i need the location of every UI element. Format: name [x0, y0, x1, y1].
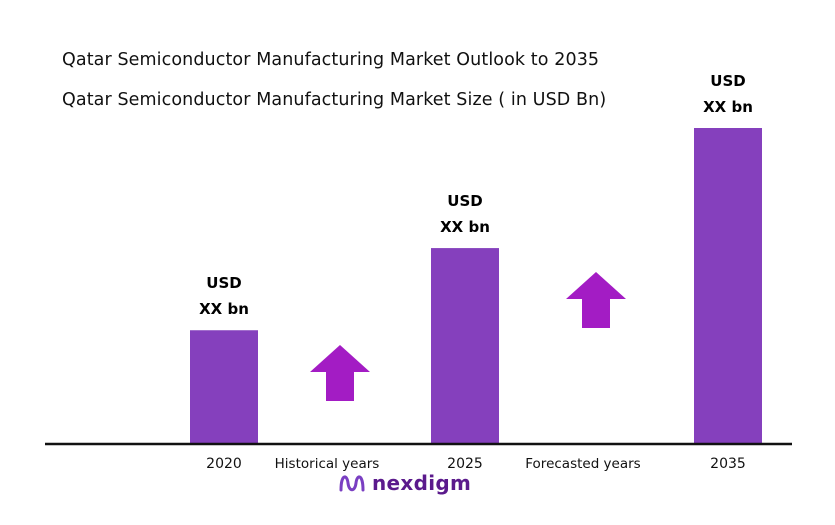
x-tick-label-2020: 2020 — [206, 456, 242, 472]
nexdigm-logo: nexdigm — [338, 470, 471, 496]
growth-arrow-icon — [310, 345, 370, 401]
value-label-amount: XX bn — [440, 218, 490, 237]
growth-arrow-icon — [566, 272, 626, 328]
value-label-amount: XX bn — [199, 300, 249, 319]
bar-value-label-2035: USD XX bn — [668, 68, 788, 120]
chart-subtitle: Qatar Semiconductor Manufacturing Market… — [62, 90, 607, 110]
bar-2020 — [190, 330, 258, 444]
growth-arrows-group — [310, 272, 626, 401]
value-label-amount: XX bn — [703, 98, 753, 116]
period-label-historical: Historical years — [274, 456, 380, 472]
bar-value-label-2025: USD XX bn — [405, 188, 525, 240]
x-tick-label-2025: 2025 — [447, 456, 483, 472]
value-label-currency: USD — [206, 274, 242, 293]
bar-2035 — [694, 128, 762, 444]
bar-value-label-2020: USD XX bn — [164, 270, 284, 322]
chart-title: Qatar Semiconductor Manufacturing Market… — [62, 50, 600, 70]
logo-text: nexdigm — [372, 471, 472, 495]
nexdigm-wave-icon — [339, 475, 365, 492]
bars-group — [190, 128, 762, 444]
bar-2025 — [431, 248, 499, 444]
x-tick-label-2035: 2035 — [710, 456, 746, 472]
value-label-currency: USD — [710, 72, 746, 90]
value-label-currency: USD — [447, 192, 483, 211]
period-label-forecasted: Forecasted years — [525, 456, 641, 472]
